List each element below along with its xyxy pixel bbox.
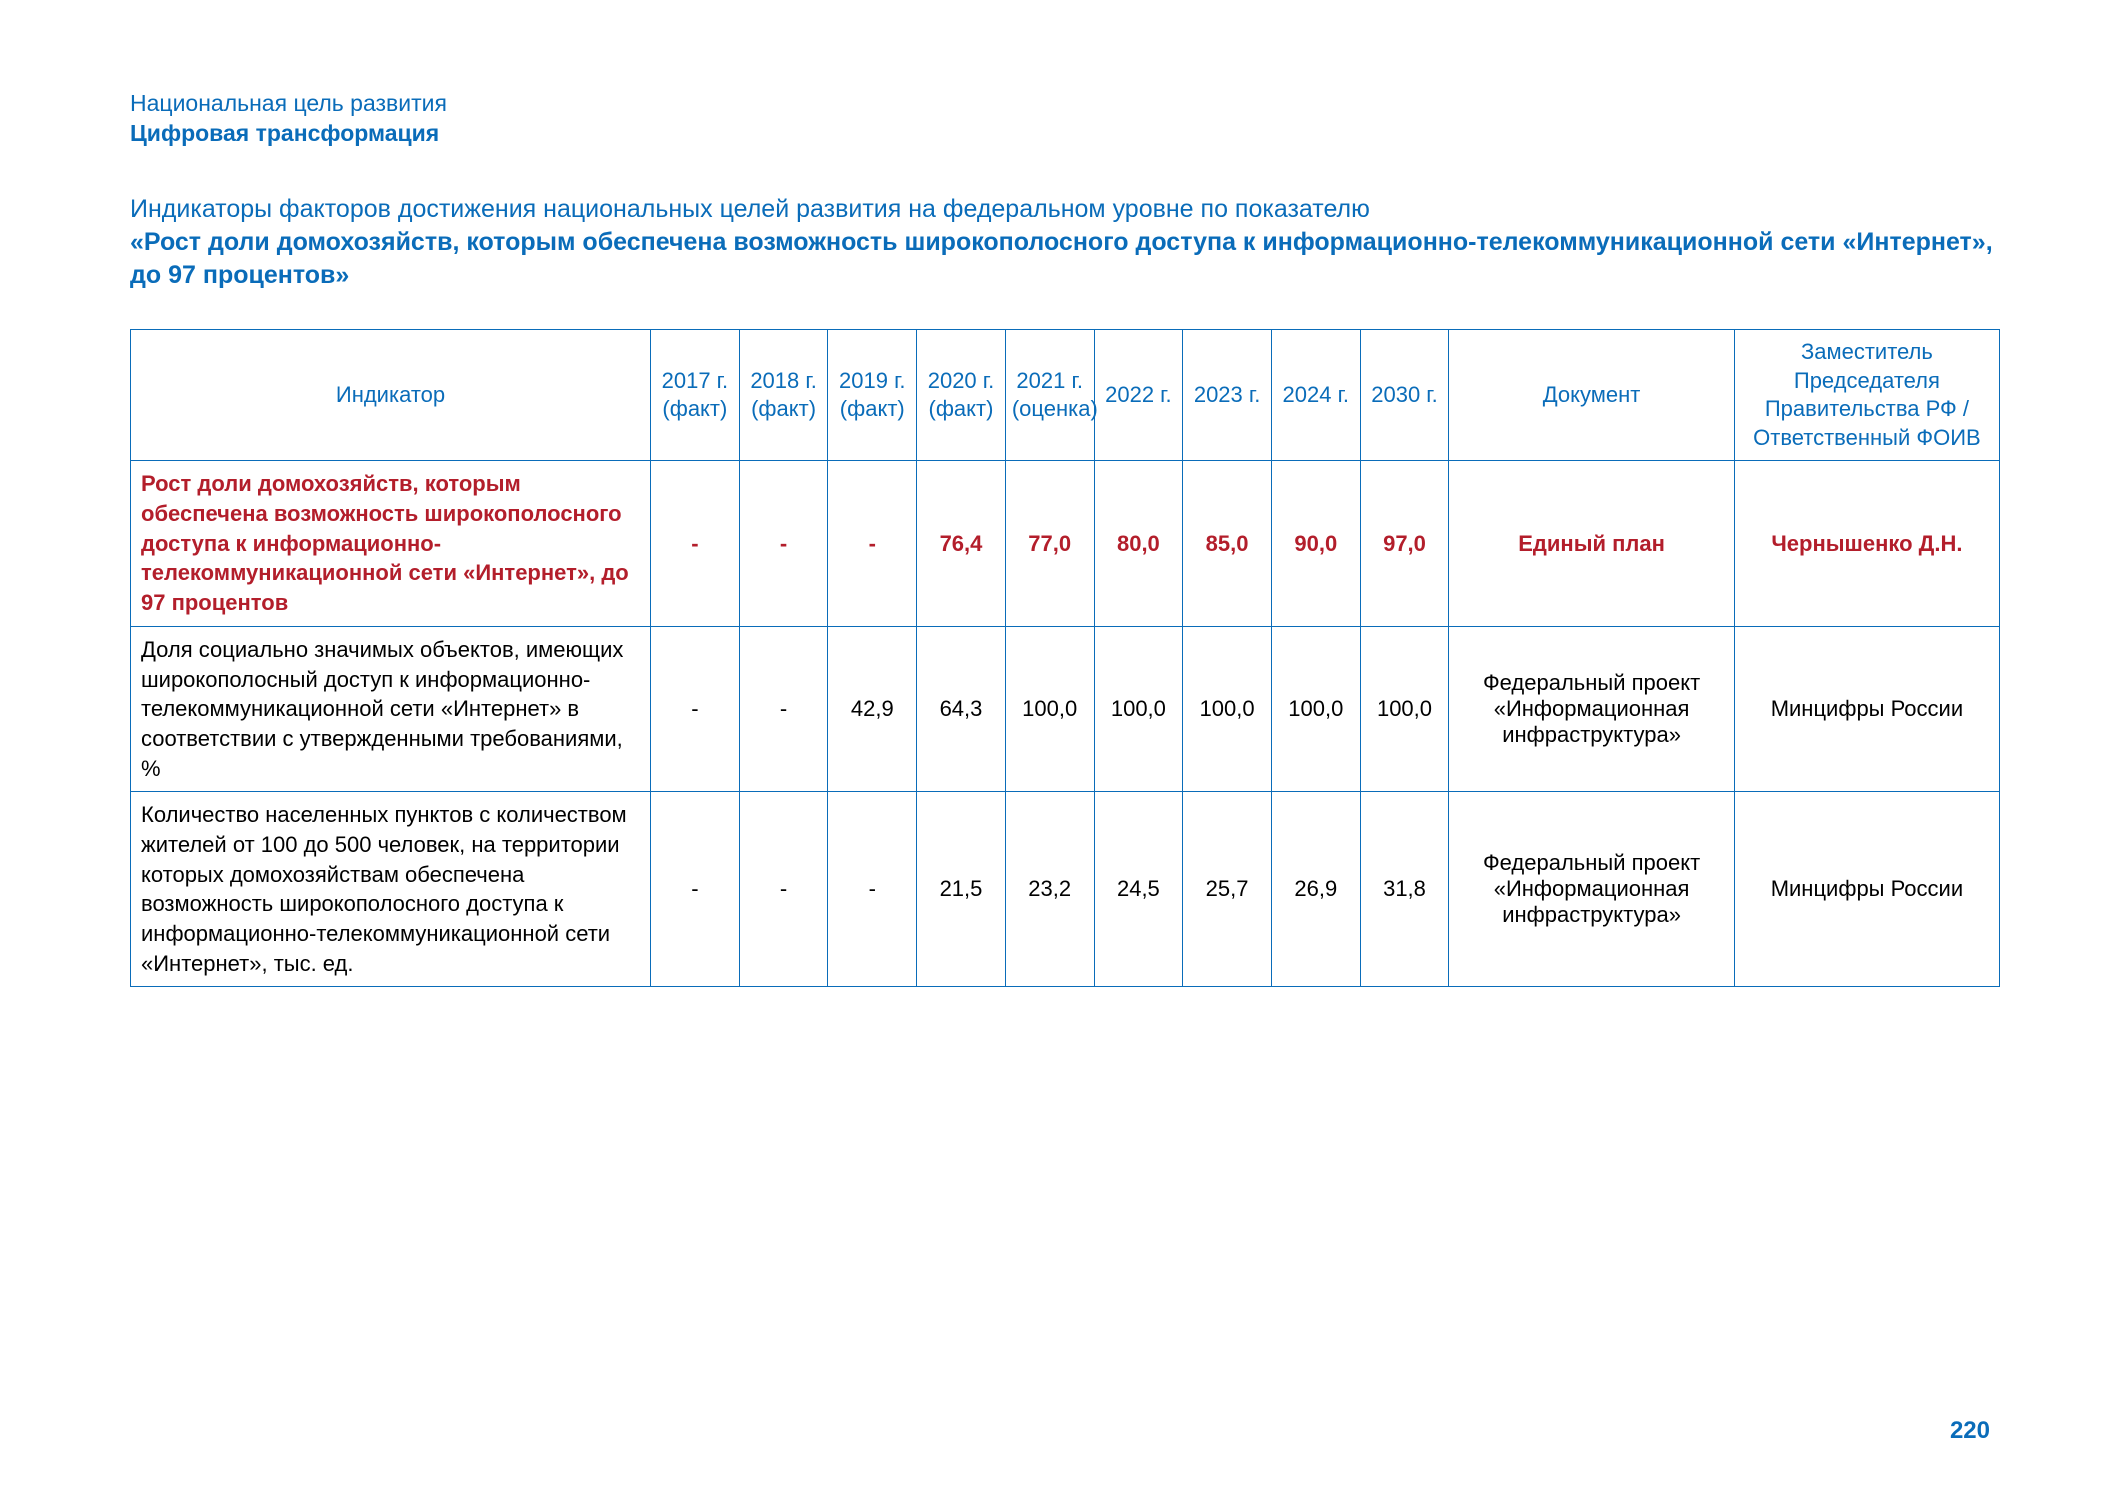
cell-value: 100,0 (1005, 626, 1094, 791)
cell-document: Федеральный проект «Информационная инфра… (1449, 792, 1734, 987)
table-row: Доля социально значимых объектов, имеющи… (131, 626, 2000, 791)
cell-indicator: Количество населенных пунктов с количест… (131, 792, 651, 987)
cell-value: - (651, 626, 740, 791)
cell-value: 100,0 (1094, 626, 1183, 791)
cell-value: 42,9 (828, 626, 917, 791)
cell-value: - (651, 461, 740, 626)
cell-value: 31,8 (1360, 792, 1449, 987)
cell-value: 24,5 (1094, 792, 1183, 987)
col-2024: 2024 г. (1271, 330, 1360, 461)
col-2023: 2023 г. (1183, 330, 1272, 461)
col-2030: 2030 г. (1360, 330, 1449, 461)
cell-document: Единый план (1449, 461, 1734, 626)
header-pretitle: Национальная цель развития (130, 90, 2000, 117)
cell-value: - (739, 792, 828, 987)
subtitle-main: «Рост доли домохозяйств, которым обеспеч… (130, 226, 2000, 291)
col-document: Документ (1449, 330, 1734, 461)
col-2022: 2022 г. (1094, 330, 1183, 461)
cell-value: 85,0 (1183, 461, 1272, 626)
table-body: Рост доли домохозяйств, которым обеспече… (131, 461, 2000, 987)
page-number: 220 (1950, 1417, 1990, 1445)
table-row: Рост доли домохозяйств, которым обеспече… (131, 461, 2000, 626)
subtitle-intro: Индикаторы факторов достижения националь… (130, 195, 2000, 224)
col-2018: 2018 г. (факт) (739, 330, 828, 461)
cell-value: 23,2 (1005, 792, 1094, 987)
cell-value: - (739, 461, 828, 626)
cell-value: - (828, 461, 917, 626)
col-responsible: Заместитель Председателя Правительства Р… (1734, 330, 1999, 461)
cell-value: 80,0 (1094, 461, 1183, 626)
cell-value: 97,0 (1360, 461, 1449, 626)
cell-value: 25,7 (1183, 792, 1272, 987)
cell-responsible: Чернышенко Д.Н. (1734, 461, 1999, 626)
col-2021: 2021 г. (оценка) (1005, 330, 1094, 461)
header-title: Цифровая трансформация (130, 120, 2000, 147)
cell-responsible: Минцифры России (1734, 626, 1999, 791)
col-2019: 2019 г. (факт) (828, 330, 917, 461)
cell-value: 100,0 (1360, 626, 1449, 791)
cell-responsible: Минцифры России (1734, 792, 1999, 987)
indicators-table: Индикатор 2017 г. (факт) 2018 г. (факт) … (130, 329, 2000, 987)
cell-value: 100,0 (1271, 626, 1360, 791)
cell-value: 100,0 (1183, 626, 1272, 791)
cell-value: - (651, 792, 740, 987)
cell-value: - (739, 626, 828, 791)
cell-indicator: Доля социально значимых объектов, имеющи… (131, 626, 651, 791)
cell-value: 76,4 (917, 461, 1006, 626)
cell-value: 90,0 (1271, 461, 1360, 626)
col-indicator: Индикатор (131, 330, 651, 461)
cell-value: - (828, 792, 917, 987)
col-2020: 2020 г. (факт) (917, 330, 1006, 461)
cell-indicator: Рост доли домохозяйств, которым обеспече… (131, 461, 651, 626)
table-header-row: Индикатор 2017 г. (факт) 2018 г. (факт) … (131, 330, 2000, 461)
cell-value: 77,0 (1005, 461, 1094, 626)
table-row: Количество населенных пунктов с количест… (131, 792, 2000, 987)
cell-value: 26,9 (1271, 792, 1360, 987)
col-2017: 2017 г. (факт) (651, 330, 740, 461)
cell-document: Федеральный проект «Информационная инфра… (1449, 626, 1734, 791)
cell-value: 64,3 (917, 626, 1006, 791)
cell-value: 21,5 (917, 792, 1006, 987)
